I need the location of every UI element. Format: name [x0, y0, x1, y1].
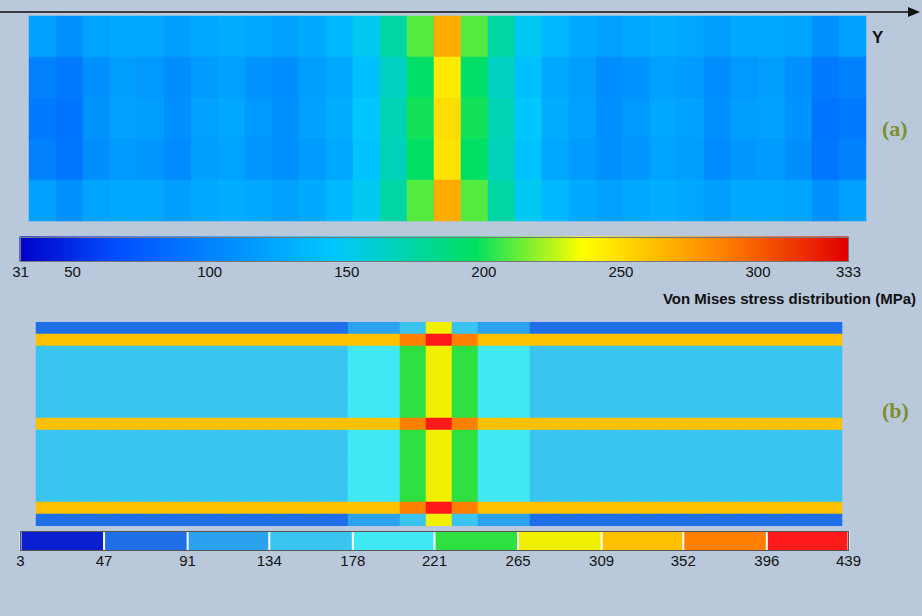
svg-text:134: 134 — [257, 552, 282, 569]
svg-text:309: 309 — [589, 552, 614, 569]
svg-text:3: 3 — [16, 552, 24, 569]
html-text:(a): (a) — [882, 116, 908, 141]
html-text:(b): (b) — [882, 398, 909, 423]
svg-text:91: 91 — [179, 552, 196, 569]
svg-text:352: 352 — [671, 552, 696, 569]
svg-text:439: 439 — [836, 552, 861, 569]
html-text:Von Mises stress distribution: Von Mises stress distribution (MPa) — [662, 290, 916, 307]
svg-text:50: 50 — [64, 263, 81, 280]
html-text:Y: Y — [872, 28, 884, 47]
svg-text:150: 150 — [334, 263, 359, 280]
svg-text:333: 333 — [836, 263, 861, 280]
svg-text:221: 221 — [422, 552, 447, 569]
svg-text:47: 47 — [96, 552, 113, 569]
svg-text:265: 265 — [506, 552, 531, 569]
svg-text:300: 300 — [746, 263, 771, 280]
svg-text:200: 200 — [471, 263, 496, 280]
svg-text:100: 100 — [197, 263, 222, 280]
svg-text:31: 31 — [12, 263, 29, 280]
svg-text:178: 178 — [340, 552, 365, 569]
svg-text:250: 250 — [608, 263, 633, 280]
svg-text:396: 396 — [754, 552, 779, 569]
